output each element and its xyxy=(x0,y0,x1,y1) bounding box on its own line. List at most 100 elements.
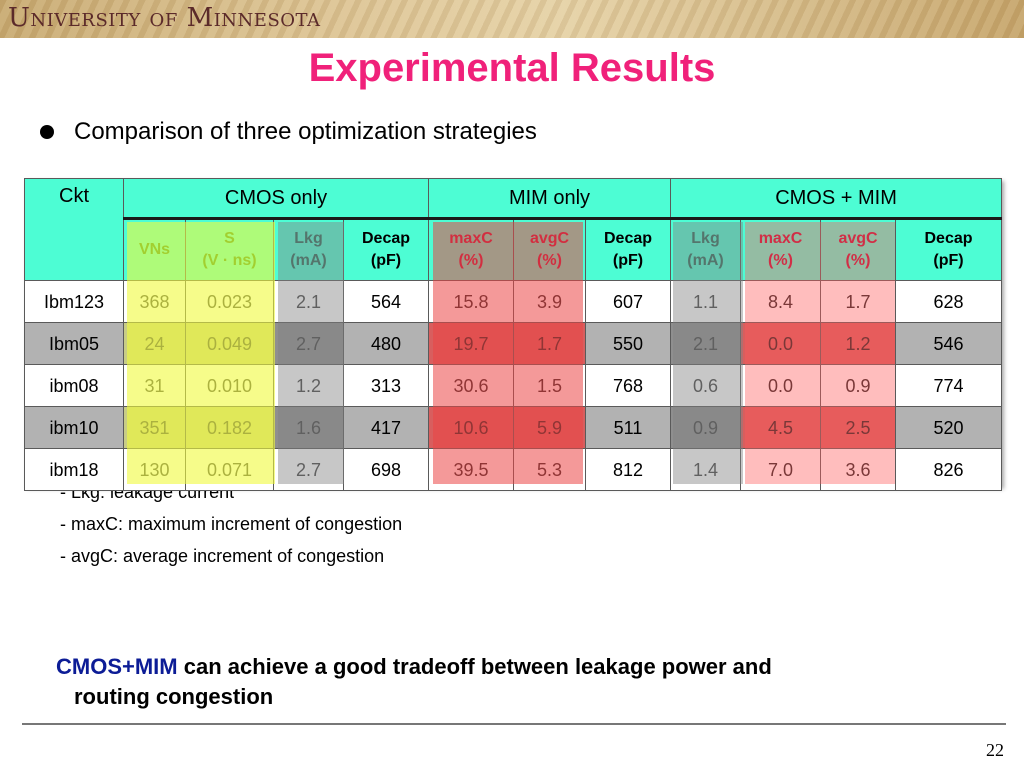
cell-decap-cmos: 313 xyxy=(343,364,429,407)
subheader-line2: (pF) xyxy=(612,252,644,269)
subheader-line1: VNs xyxy=(138,241,171,258)
ckt-header: Ckt xyxy=(24,178,124,281)
results-table: Ckt CMOS only MIM only CMOS + MIM VNs S (… xyxy=(24,178,1003,491)
subheader-line1: Decap xyxy=(603,230,653,247)
subheader-line1: maxC xyxy=(449,230,493,247)
subheader-avgc-mim: avgC (%) xyxy=(513,218,586,281)
cell-maxc-both: 0.0 xyxy=(740,364,821,407)
cell-vns: 130 xyxy=(123,448,186,491)
cell-vns: 368 xyxy=(123,280,186,323)
cell-avgc-both: 1.2 xyxy=(820,322,896,365)
slide-title: Experimental Results xyxy=(308,46,716,90)
cell-maxc-mim: 15.8 xyxy=(428,280,514,323)
cell-decap-both: 774 xyxy=(894,364,1003,407)
table-row: ibm08 31 0.010 1.2 313 30.6 1.5 768 0.6 … xyxy=(24,364,1003,407)
cell-decap-mim: 812 xyxy=(585,448,671,491)
subheader-line1: Lkg xyxy=(691,230,720,247)
cell-s: 0.023 xyxy=(185,280,274,323)
subheader-decap-both: Decap (pF) xyxy=(894,218,1003,281)
group-header-cmos-only: CMOS only xyxy=(123,178,429,220)
university-name: University of Minnesota xyxy=(8,3,321,33)
cell-ckt: Ibm123 xyxy=(24,280,124,323)
subheader-line2: (%) xyxy=(537,252,562,269)
cell-ckt: ibm08 xyxy=(24,364,124,407)
subheader-decap-cmos: Decap (pF) xyxy=(343,218,429,281)
cell-vns: 351 xyxy=(123,406,186,449)
subheader-line2: (%) xyxy=(768,252,793,269)
subheader-line1: maxC xyxy=(758,230,803,247)
subheader-vns: VNs xyxy=(123,218,186,281)
cell-avgc-both: 0.9 xyxy=(820,364,896,407)
cell-decap-mim: 607 xyxy=(585,280,671,323)
subheader-line2: (%) xyxy=(458,252,484,269)
cell-decap-cmos: 480 xyxy=(343,322,429,365)
cell-lkg-both: 1.1 xyxy=(670,280,741,323)
subheader-line2: (pF) xyxy=(933,252,964,269)
table-subheader-row: VNs S (V · ns) Lkg (mA) Decap (pF) maxC (%) … xyxy=(25,218,1003,281)
cell-avgc-mim: 1.5 xyxy=(513,364,586,407)
conclusion-text: CMOS+MIM can achieve a good tradeoff bet… xyxy=(56,652,996,712)
cell-lkg-cmos: 2.7 xyxy=(273,322,344,365)
cell-avgc-both: 3.6 xyxy=(820,448,896,491)
cell-avgc-both: 2.5 xyxy=(820,406,896,449)
cell-decap-mim: 550 xyxy=(585,322,671,365)
bullet-dot-icon xyxy=(40,125,54,139)
table-row: Ibm123 368 0.023 2.1 564 15.8 3.9 607 1.… xyxy=(24,280,1003,323)
cell-avgc-mim: 3.9 xyxy=(513,280,586,323)
subheader-line2: (pF) xyxy=(370,252,402,269)
cell-lkg-cmos: 2.7 xyxy=(273,448,344,491)
cell-decap-cmos: 698 xyxy=(343,448,429,491)
subheader-line1: avgC xyxy=(529,230,570,247)
footer-divider xyxy=(22,723,1006,725)
cell-vns: 31 xyxy=(123,364,186,407)
subheader-lkg-cmos: Lkg (mA) xyxy=(273,218,344,281)
group-header-cmos-mim: CMOS + MIM xyxy=(669,178,1003,220)
subheader-line1: S xyxy=(224,230,235,247)
subheader-maxc-mim: maxC (%) xyxy=(428,218,514,281)
cell-decap-both: 628 xyxy=(894,280,1003,323)
university-banner: University of Minnesota xyxy=(0,0,1024,38)
subheader-line1: Lkg xyxy=(294,230,323,247)
table-row: Ibm05 24 0.049 2.7 480 19.7 1.7 550 2.1 … xyxy=(24,322,1003,365)
cell-decap-cmos: 417 xyxy=(343,406,429,449)
cell-lkg-cmos: 1.6 xyxy=(273,406,344,449)
cell-avgc-mim: 5.9 xyxy=(513,406,586,449)
table-row: ibm18 130 0.071 2.7 698 39.5 5.3 812 1.4… xyxy=(24,448,1003,491)
cell-decap-mim: 511 xyxy=(585,406,671,449)
cell-decap-mim: 768 xyxy=(585,364,671,407)
subheader-line2: (V · ns) xyxy=(202,252,257,269)
cell-maxc-mim: 30.6 xyxy=(428,364,514,407)
subheader-line1: avgC xyxy=(838,230,878,247)
subheader-maxc-both: maxC (%) xyxy=(740,218,821,281)
cell-maxc-both: 8.4 xyxy=(740,280,821,323)
subheader-line2: (mA) xyxy=(687,252,724,269)
cell-decap-both: 520 xyxy=(894,406,1003,449)
cell-lkg-cmos: 2.1 xyxy=(273,280,344,323)
cell-vns: 24 xyxy=(123,322,186,365)
cell-maxc-both: 7.0 xyxy=(740,448,821,491)
cell-maxc-both: 0.0 xyxy=(740,322,821,365)
cell-s: 0.182 xyxy=(185,406,274,449)
cell-maxc-both: 4.5 xyxy=(740,406,821,449)
cell-maxc-mim: 39.5 xyxy=(428,448,514,491)
note-avgc: - avgC: average increment of congestion xyxy=(60,546,385,566)
subheader-lkg-both: Lkg (mA) xyxy=(670,218,741,281)
results-table-wrap: Ckt CMOS only MIM only CMOS + MIM VNs S (… xyxy=(24,178,1003,491)
subheader-line1: Decap xyxy=(924,230,973,247)
table-group-header-row: Ckt CMOS only MIM only CMOS + MIM xyxy=(24,178,1003,281)
subheader-s: S (V · ns) xyxy=(185,218,274,281)
cell-lkg-both: 0.6 xyxy=(670,364,741,407)
subheader-line2: (%) xyxy=(845,252,871,269)
bullet-text: Comparison of three optimization strateg… xyxy=(74,118,537,145)
group-header-mim-only: MIM only xyxy=(428,178,671,220)
conclusion-emphasis: CMOS+MIM xyxy=(56,654,178,679)
cell-lkg-both: 0.9 xyxy=(670,406,741,449)
cell-decap-both: 826 xyxy=(894,448,1003,491)
table-row: ibm10 351 0.182 1.6 417 10.6 5.9 511 0.9… xyxy=(24,406,1003,449)
cell-ckt: ibm18 xyxy=(24,448,124,491)
cell-ckt: ibm10 xyxy=(24,406,124,449)
cell-s: 0.010 xyxy=(185,364,274,407)
subheader-line2: (mA) xyxy=(290,252,327,269)
cell-lkg-both: 2.1 xyxy=(670,322,741,365)
cell-lkg-both: 1.4 xyxy=(670,448,741,491)
